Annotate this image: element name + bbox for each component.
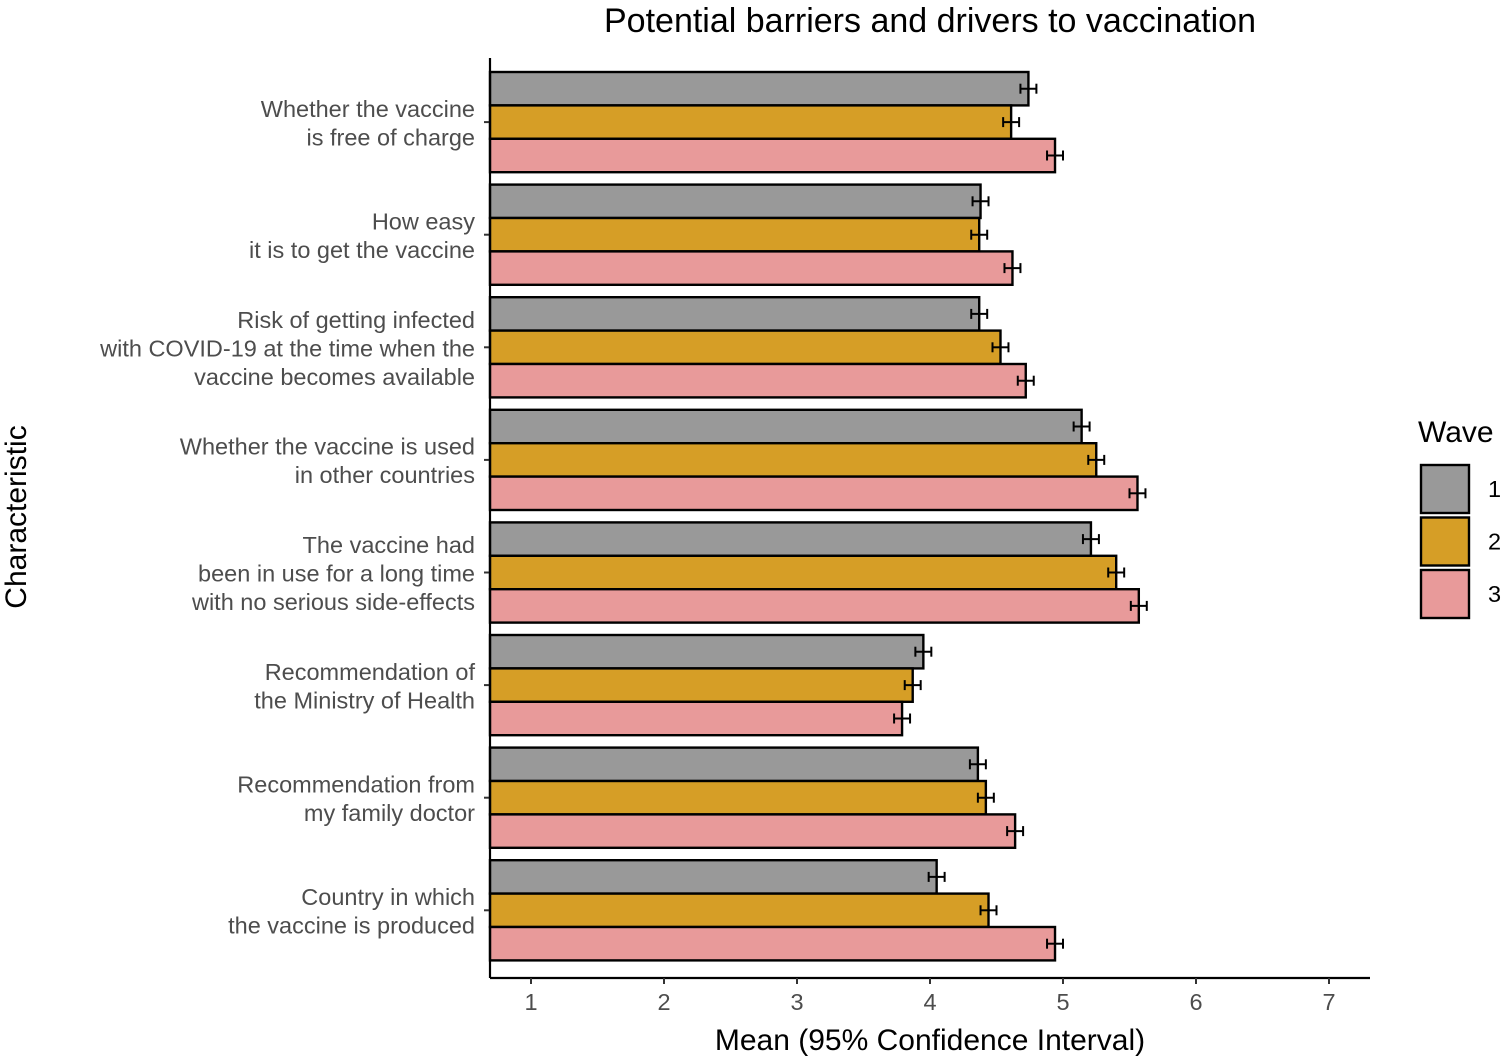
bar-6-wave-3 (488, 813, 1017, 850)
y-tick-label-1: How easy it is to get the vaccine (249, 208, 475, 263)
y-tick-label-3: Whether the vaccine is used in other coun… (180, 434, 475, 489)
bar-4-wave-1 (488, 521, 1093, 558)
x-tick-label-2: 2 (657, 989, 670, 1015)
legend: Wave 1 2 3 (1418, 416, 1501, 620)
bar-2-wave-1 (488, 296, 981, 332)
legend-label-wave-2: 2 (1488, 529, 1501, 555)
x-tick-label-4: 4 (923, 989, 936, 1015)
x-tick-label-1: 1 (524, 989, 537, 1015)
y-axis: Whether the vaccine is free of charge How … (99, 58, 492, 978)
bar-1-wave-3 (488, 250, 1014, 286)
legend-key-wave-1 (1419, 463, 1471, 515)
bar-5-wave-1 (488, 633, 925, 670)
bar-2-wave-2 (488, 329, 1002, 366)
bar-5-wave-3 (488, 700, 904, 737)
y-tick-label-4: The vaccine had been in use for a long ti… (191, 532, 475, 615)
bar-7-wave-3 (488, 925, 1057, 962)
bar-1-wave-2 (488, 216, 981, 253)
bar-6-wave-1 (488, 746, 980, 783)
y-tick-label-7: Country in which the vaccine is produced (228, 884, 475, 939)
bar-0-wave-2 (488, 104, 1013, 141)
y-tick-label-5: Recommendation of the Ministry of Health (254, 659, 475, 714)
bar-5-wave-2 (488, 667, 914, 704)
bar-3-wave-3 (488, 475, 1139, 512)
legend-key-wave-3 (1419, 568, 1471, 620)
bar-2-wave-3 (488, 362, 1027, 399)
legend-title: Wave (1418, 416, 1494, 449)
legend-label-wave-1: 1 (1488, 476, 1501, 502)
bar-1-wave-1 (488, 183, 982, 220)
bar-4-wave-3 (488, 588, 1141, 624)
x-tick-label-5: 5 (1056, 989, 1069, 1015)
y-tick-label-2: Risk of getting infected with COVID-19 at… (99, 307, 475, 390)
y-tick-label-0: Whether the vaccine is free of charge (261, 96, 475, 151)
plot-area (488, 70, 1148, 962)
chart-title: Potential barriers and drivers to vaccin… (604, 2, 1256, 40)
x-tick-label-7: 7 (1322, 989, 1335, 1015)
x-tick-label-3: 3 (790, 989, 803, 1015)
x-tick-label-6: 6 (1189, 989, 1202, 1015)
bar-7-wave-1 (488, 859, 938, 895)
bar-0-wave-3 (488, 137, 1057, 174)
bar-7-wave-2 (488, 892, 990, 929)
bar-3-wave-1 (488, 408, 1083, 445)
y-axis-title: Characteristic (0, 425, 33, 608)
legend-key-wave-2 (1419, 516, 1471, 567)
legend-label-wave-3: 3 (1488, 581, 1501, 607)
x-axis: 1 2 3 4 5 6 7 (490, 976, 1370, 1015)
bar-3-wave-2 (488, 442, 1098, 478)
bar-4-wave-2 (488, 554, 1118, 591)
bar-6-wave-2 (488, 779, 988, 816)
bar-0-wave-1 (488, 70, 1030, 107)
y-tick-label-6: Recommendation from my family doctor (237, 771, 475, 826)
x-axis-title: Mean (95% Confidence Interval) (715, 1024, 1145, 1057)
